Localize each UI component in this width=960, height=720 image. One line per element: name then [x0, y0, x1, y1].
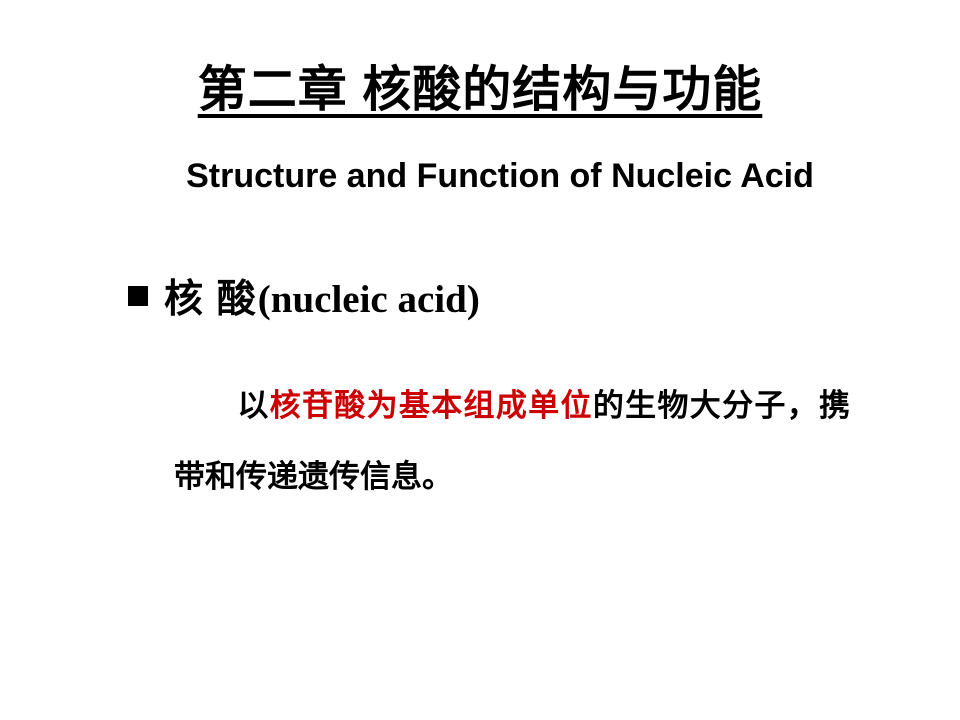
body-paragraph: 以核苷酸为基本组成单位的生物大分子，携带和传递遗传信息。: [128, 370, 900, 513]
square-bullet-icon: [128, 286, 148, 306]
chapter-title: 第二章 核酸的结构与功能: [60, 50, 900, 121]
heading-english: (nucleic acid): [258, 278, 480, 321]
section-heading: 核 酸(nucleic acid): [164, 268, 480, 324]
slide-container: 第二章 核酸的结构与功能 Structure and Function of N…: [0, 0, 960, 720]
chapter-subtitle: Structure and Function of Nucleic Acid: [100, 157, 900, 196]
body-prefix: 以: [236, 388, 270, 423]
heading-chinese: 核 酸: [164, 278, 258, 321]
bullet-heading-row: 核 酸(nucleic acid): [128, 268, 900, 324]
content-block: 核 酸(nucleic acid) 以核苷酸为基本组成单位的生物大分子，携带和传…: [60, 268, 900, 513]
body-highlight: 核苷酸为基本组成单位: [270, 388, 593, 423]
